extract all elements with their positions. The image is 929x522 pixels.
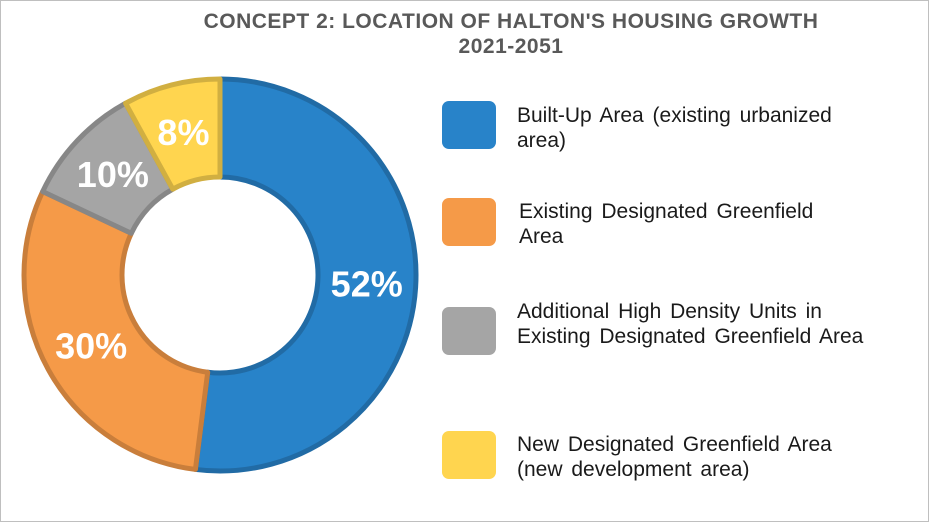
chart-title-line-1: CONCEPT 2: LOCATION OF HALTON'S HOUSING … bbox=[203, 10, 819, 33]
donut-slice-built-up bbox=[192, 76, 419, 474]
slice-label-new-greenfield: 8% bbox=[157, 112, 209, 153]
legend-label-line: New Designated Greenfield Area bbox=[517, 433, 832, 456]
legend-label-line: Existing Designated Greenfield Area bbox=[517, 325, 864, 348]
legend-label-line: Built-Up Area (existing urbanized bbox=[517, 104, 832, 127]
legend-label-built-up: Built-Up Area (existing urbanized area) bbox=[517, 103, 907, 153]
slice-label-existing-greenfield: 30% bbox=[55, 325, 127, 366]
legend-label-line: Additional High Density Units in bbox=[517, 300, 822, 323]
legend-label-line: Area bbox=[519, 225, 564, 248]
legend-label-line: Existing Designated Greenfield bbox=[519, 200, 814, 223]
chart-title: CONCEPT 2: LOCATION OF HALTON'S HOUSING … bbox=[91, 9, 929, 59]
legend-label-new-greenfield: New Designated Greenfield Area (new deve… bbox=[517, 432, 907, 482]
legend-swatch-new-greenfield bbox=[442, 431, 496, 479]
slice-label-built-up: 52% bbox=[331, 264, 403, 305]
legend-label-existing-greenfield: Existing Designated Greenfield Area bbox=[519, 199, 909, 249]
donut-slice-existing-greenfield bbox=[21, 189, 211, 472]
donut-slice-new-greenfield bbox=[123, 76, 223, 192]
legend-swatch-built-up bbox=[442, 101, 496, 149]
legend-swatch-high-density bbox=[442, 307, 496, 355]
slice-label-high-density: 10% bbox=[77, 154, 149, 195]
legend-label-high-density: Additional High Density Units in Existin… bbox=[517, 299, 907, 349]
legend-swatch-existing-greenfield bbox=[442, 198, 496, 246]
legend-label-line: (new development area) bbox=[517, 458, 750, 481]
legend-label-line: area) bbox=[517, 129, 567, 152]
chart-title-line-2: 2021-2051 bbox=[458, 35, 564, 58]
